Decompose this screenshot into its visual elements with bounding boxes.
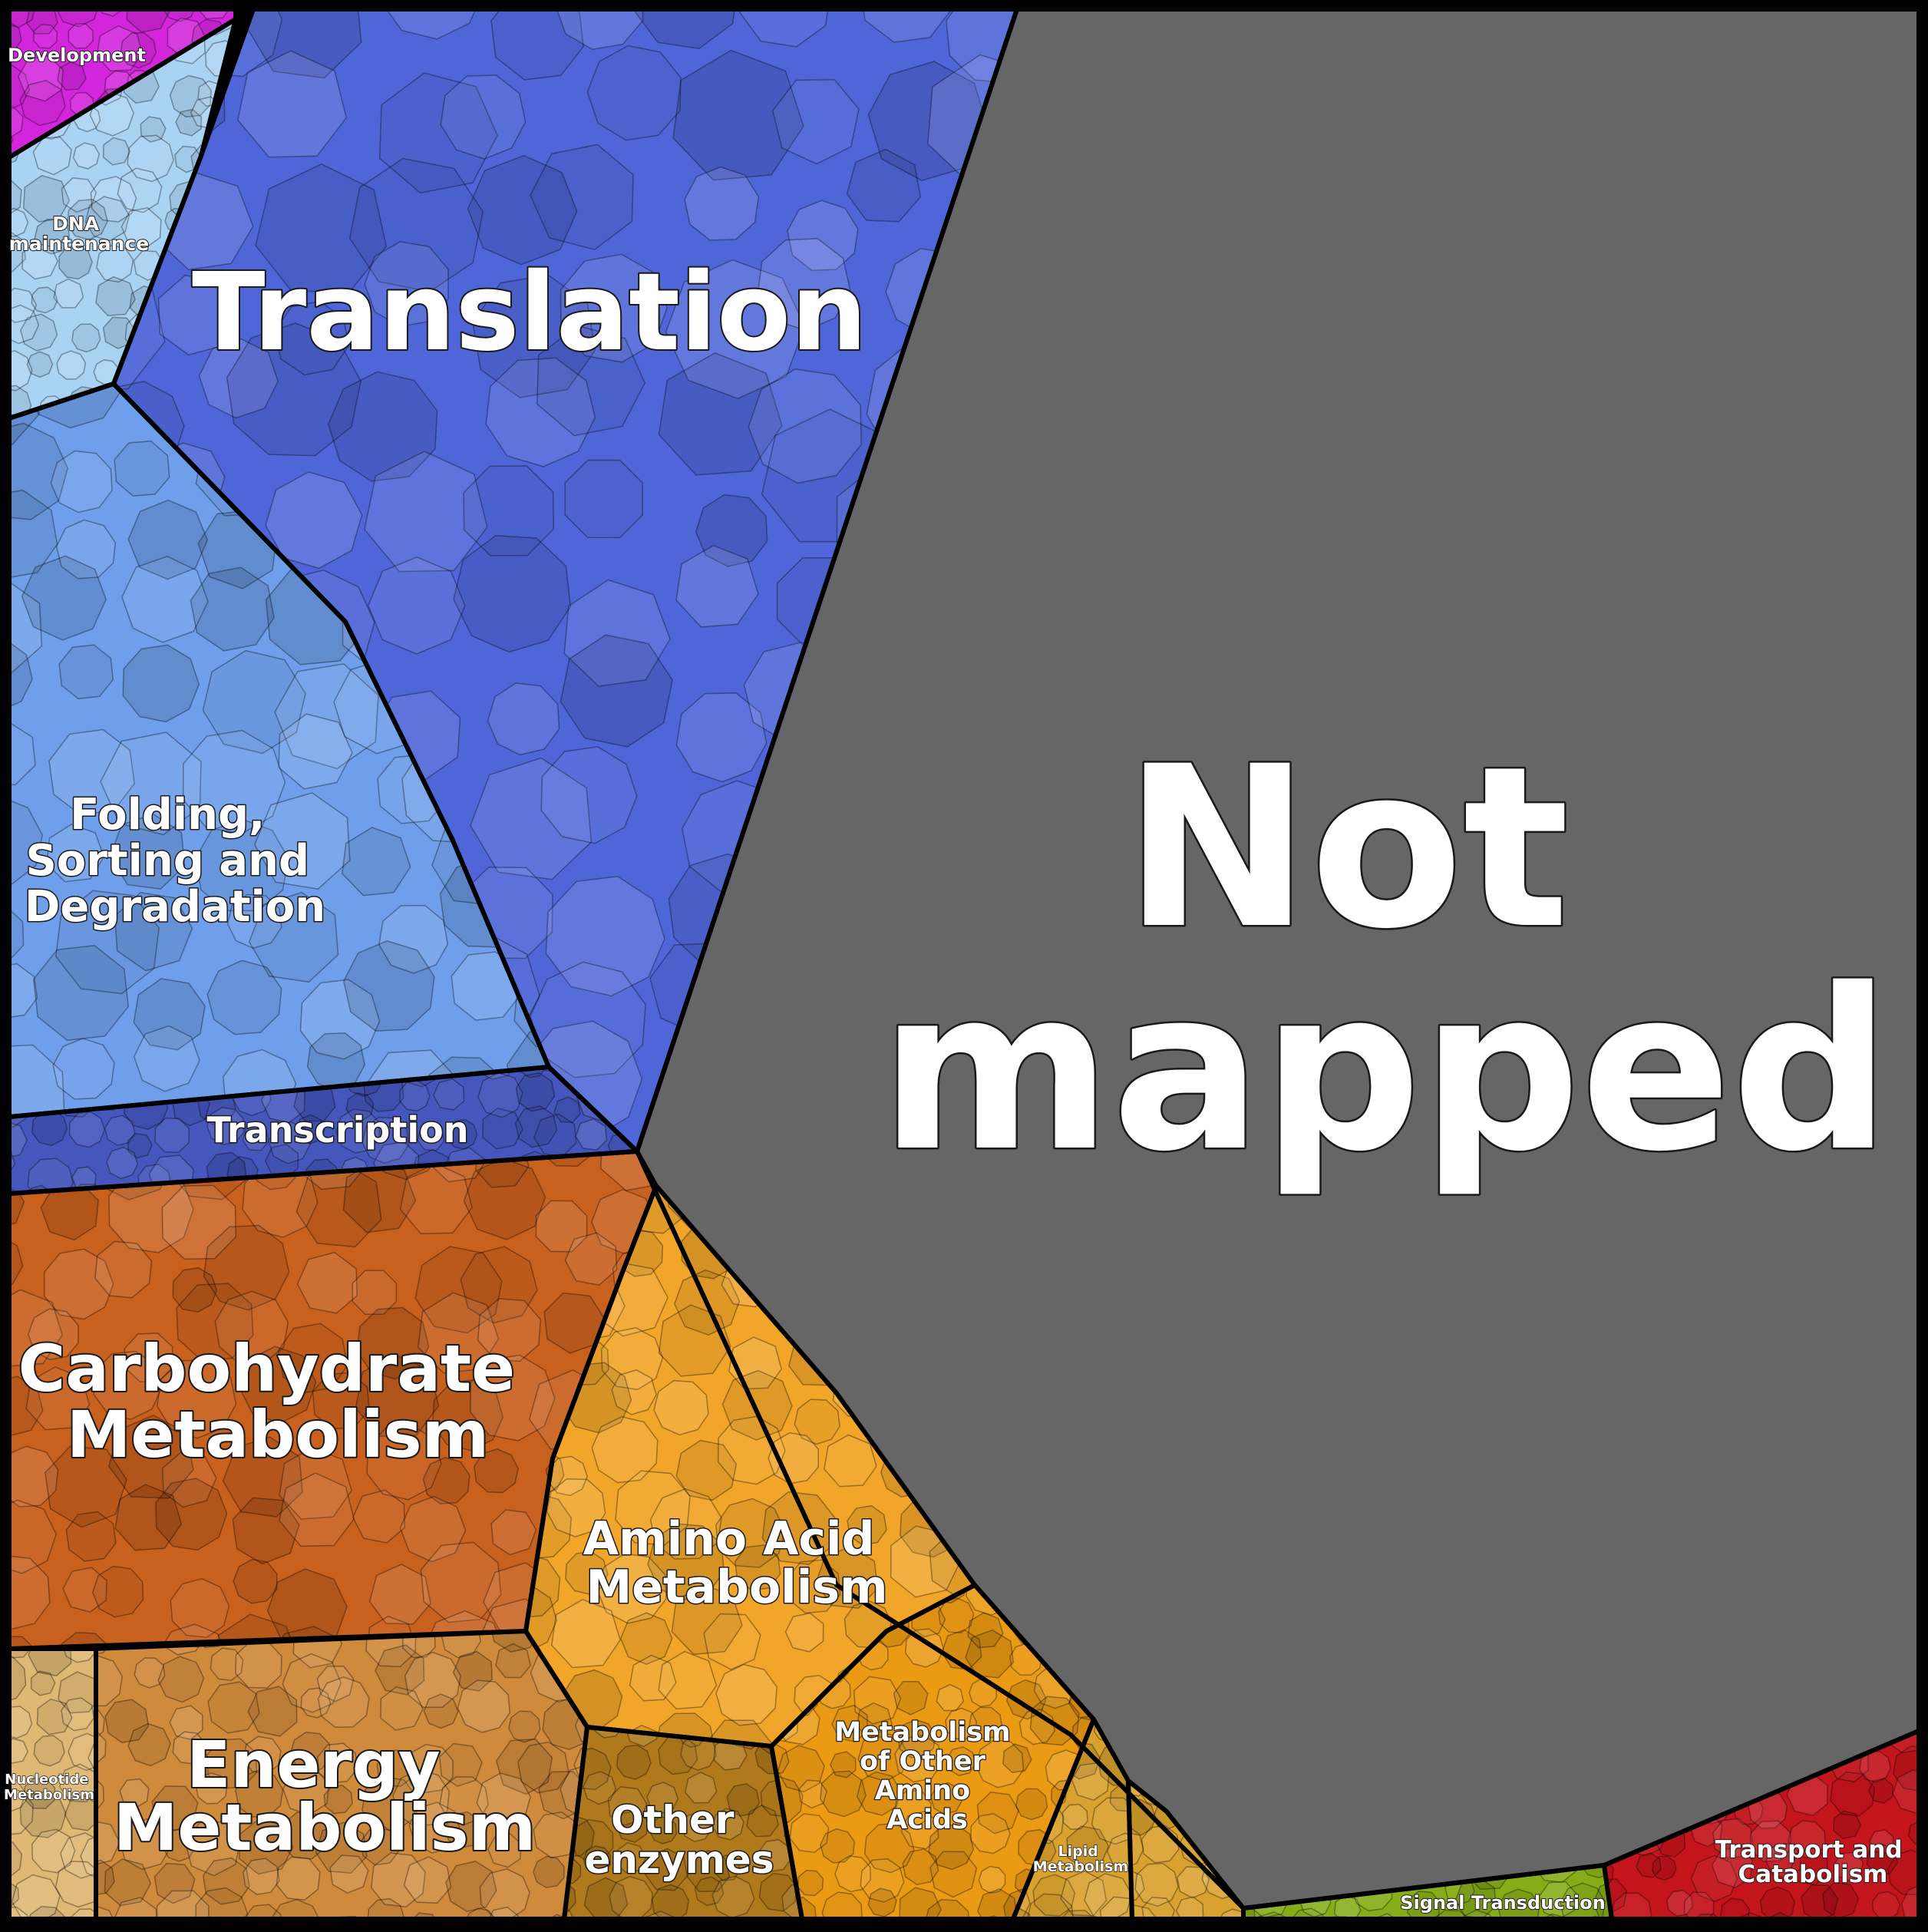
texture-nucleotide (9, 1649, 96, 1919)
label-amino-acid: Amino Acid Metabolism (583, 1512, 891, 1614)
label-development: Development (8, 45, 146, 66)
label-not-mapped: Not mapped (880, 719, 1890, 1200)
label-carbohydrate: Carbohydrate Metabolism (18, 1331, 538, 1472)
texture-energy (96, 1631, 587, 1919)
label-energy: Energy Metabolism (114, 1727, 536, 1865)
label-nucleotide: Nucleotide Metabolism (4, 1772, 94, 1803)
label-other-enzymes: Other enzymes (585, 1798, 774, 1882)
label-transcription: Transcription (207, 1109, 469, 1151)
label-dna-maintenance: DNA maintenance (9, 213, 149, 255)
label-translation: Translation (192, 250, 867, 375)
label-folding: Folding, Sorting and Degradation (25, 790, 325, 932)
label-other-amino-acids: Metabolism of Other Amino Acids (834, 1717, 1020, 1835)
label-lipid: Lipid Metabolism (1033, 1843, 1128, 1875)
label-signal-transduction: Signal Transduction (1400, 1892, 1605, 1914)
label-transport-catabolism: Transport and Catabolism (1715, 1836, 1911, 1888)
